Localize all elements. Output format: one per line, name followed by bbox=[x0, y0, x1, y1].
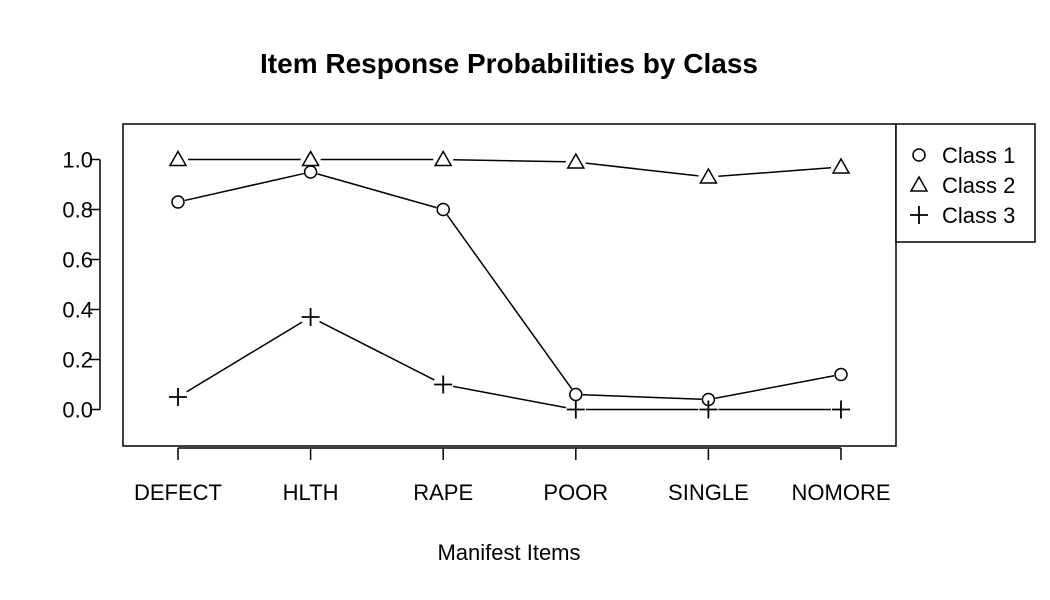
legend: Class 1 Class 2 Class 3 bbox=[895, 123, 1036, 243]
y-tick-label: 1.0 bbox=[62, 148, 93, 173]
x-tick-label: HLTH bbox=[283, 480, 339, 505]
y-axis: 0.0 0.2 0.4 0.6 0.8 1.0 bbox=[62, 148, 101, 423]
x-tick-label: DEFECT bbox=[134, 480, 222, 505]
data-point bbox=[566, 400, 585, 419]
series-line-segment bbox=[582, 394, 702, 400]
y-tick-label: 0.0 bbox=[62, 398, 93, 423]
data-point bbox=[169, 388, 187, 406]
data-point bbox=[168, 149, 188, 167]
data-point bbox=[433, 149, 453, 167]
x-tick-label: SINGLE bbox=[668, 480, 749, 505]
data-point bbox=[699, 400, 718, 419]
series-layer bbox=[168, 149, 851, 419]
data-point bbox=[569, 387, 583, 402]
x-tick-label: RAPE bbox=[413, 480, 473, 505]
series-line-segment bbox=[184, 172, 304, 202]
series-class-2 bbox=[168, 149, 851, 184]
series-line-segment bbox=[715, 375, 835, 399]
series-class-3 bbox=[169, 308, 850, 419]
series-line-segment bbox=[718, 167, 832, 177]
y-tick-label: 0.6 bbox=[62, 248, 93, 273]
data-point bbox=[832, 400, 850, 419]
x-tick-label: POOR bbox=[543, 480, 608, 505]
series-line-segment bbox=[186, 321, 303, 393]
series-line-segment bbox=[317, 173, 437, 209]
y-tick-label: 0.4 bbox=[62, 298, 93, 323]
series-line-segment bbox=[452, 385, 567, 409]
legend-plus-icon bbox=[910, 206, 928, 224]
series-line-segment bbox=[446, 214, 573, 390]
series-line-segment bbox=[453, 158, 566, 163]
legend-entry: Class 2 bbox=[942, 173, 1015, 198]
series-line-segment bbox=[585, 162, 699, 177]
legend-triangle-icon bbox=[909, 175, 929, 192]
chart-title: Item Response Probabilities by Class bbox=[260, 48, 758, 79]
data-point bbox=[831, 157, 851, 174]
x-axis-label: Manifest Items bbox=[437, 540, 580, 565]
legend-entry: Class 3 bbox=[942, 203, 1015, 228]
data-point bbox=[699, 167, 718, 184]
series-class-1 bbox=[171, 165, 848, 407]
x-axis: DEFECT HLTH RAPE POOR SINGLE NOMORE bbox=[134, 447, 891, 505]
y-tick-label: 0.8 bbox=[62, 198, 93, 223]
data-point bbox=[303, 165, 318, 179]
x-tick-label: NOMORE bbox=[792, 480, 891, 505]
data-point bbox=[301, 149, 320, 167]
plot-frame bbox=[122, 123, 897, 447]
series-line-segment bbox=[319, 320, 435, 381]
legend-entry: Class 1 bbox=[942, 143, 1015, 168]
legend-circle-icon bbox=[912, 148, 926, 162]
data-point bbox=[434, 375, 453, 394]
data-point bbox=[566, 152, 586, 169]
data-point bbox=[171, 195, 185, 209]
data-point bbox=[834, 367, 848, 382]
y-tick-label: 0.2 bbox=[62, 348, 93, 373]
data-point bbox=[301, 308, 320, 326]
data-point bbox=[436, 202, 450, 217]
